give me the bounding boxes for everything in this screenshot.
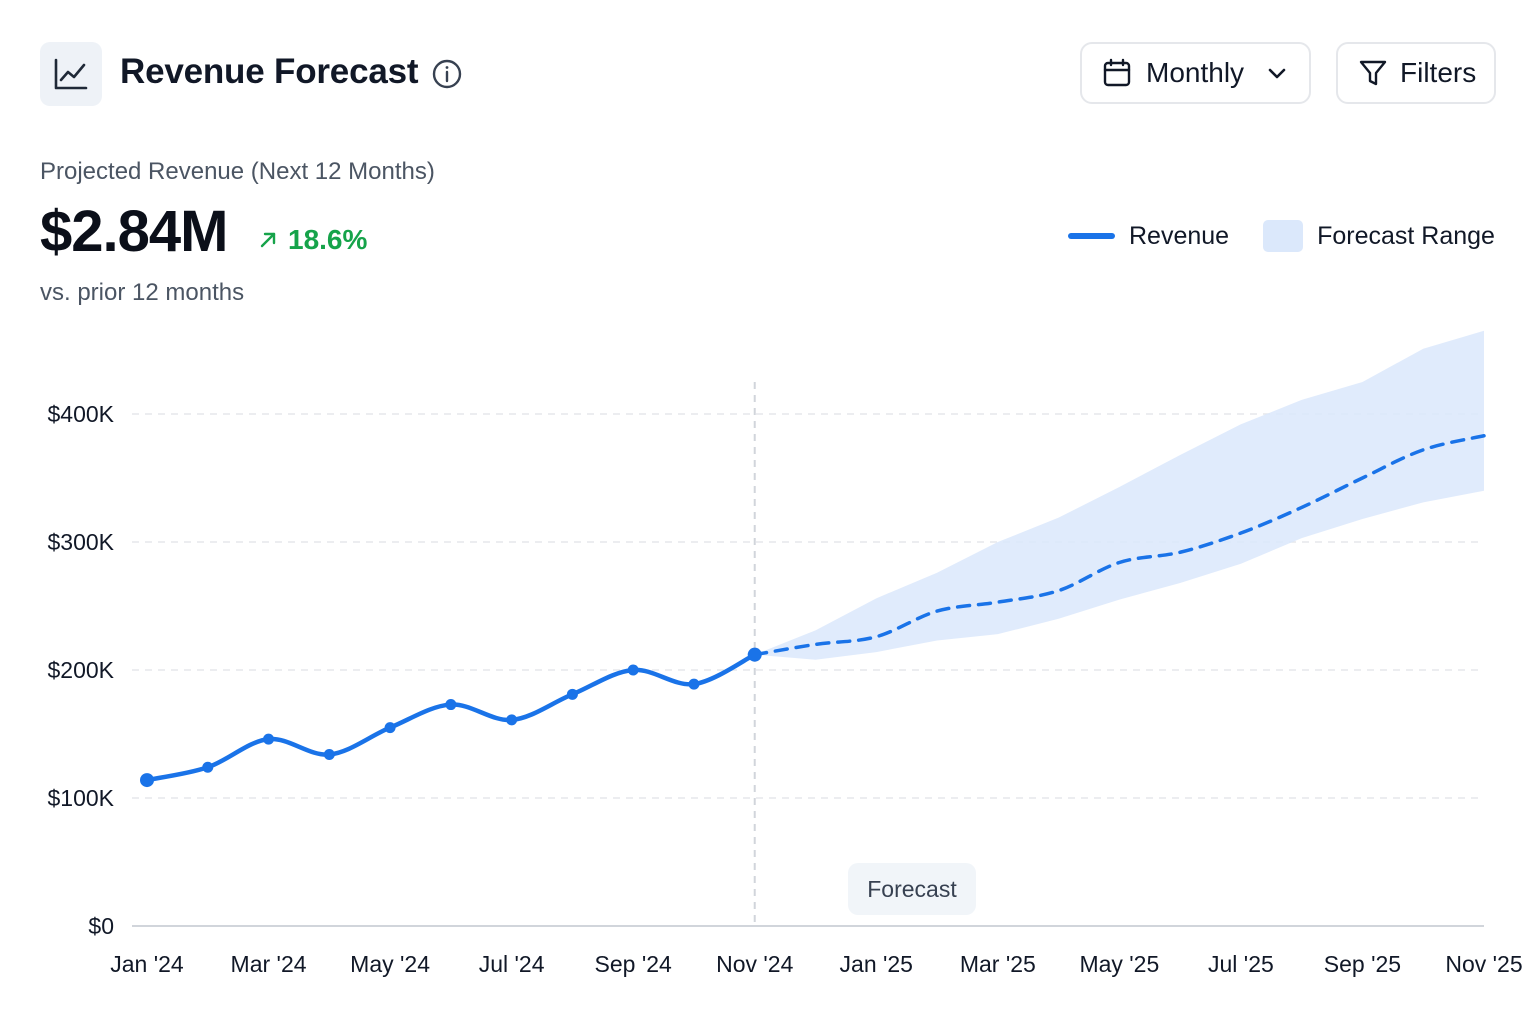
y-tick-label: $100K [47, 785, 114, 811]
legend-forecast-range-label: Forecast Range [1317, 221, 1495, 250]
chevron-down-icon [1266, 62, 1288, 84]
period-select-label: Monthly [1146, 57, 1245, 88]
arrow-up-right-icon [258, 230, 278, 250]
forecast-range-band [754, 330, 1484, 660]
revenue-point [202, 761, 214, 773]
revenue-point [445, 699, 457, 711]
calendar-icon [1102, 58, 1132, 88]
x-tick-label: Jul '25 [1208, 951, 1274, 977]
x-tick-label: Jan '25 [840, 951, 913, 977]
filter-icon [1358, 58, 1388, 88]
x-tick-label: Sep '24 [595, 951, 672, 977]
x-tick-label: May '24 [350, 951, 430, 977]
kpi-comparison: vs. prior 12 months [40, 279, 245, 306]
kpi-label: Projected Revenue (Next 12 Months) [40, 158, 435, 185]
revenue-point [384, 722, 396, 734]
legend-revenue-swatch [1068, 233, 1115, 239]
revenue-point [566, 688, 578, 700]
revenue-point [506, 714, 518, 726]
revenue-point [688, 678, 700, 690]
filters-button[interactable]: Filters [1336, 42, 1496, 104]
x-tick-label: Jul '24 [479, 951, 545, 977]
x-tick-label: May '25 [1079, 951, 1159, 977]
logo-badge [40, 42, 102, 106]
y-tick-label: $300K [47, 529, 114, 555]
kpi-change-value: 18.6% [288, 224, 368, 255]
revenue-point [263, 733, 275, 745]
revenue-line [144, 652, 757, 783]
info-icon [431, 58, 463, 90]
x-tick-label: Nov '24 [716, 951, 793, 977]
legend-revenue-label: Revenue [1129, 221, 1230, 250]
chart-legend: Revenue Forecast Range [1068, 219, 1495, 253]
period-select[interactable]: Monthly [1080, 42, 1311, 104]
x-tick-label: Sep '25 [1324, 951, 1401, 977]
page-title: Revenue Forecast [120, 52, 419, 91]
legend-forecast-range-swatch [1263, 220, 1304, 252]
x-tick-label: Mar '25 [960, 951, 1036, 977]
y-tick-label: $200K [47, 657, 114, 683]
x-tick-label: Nov '25 [1445, 951, 1522, 977]
y-tick-label: $400K [47, 401, 114, 427]
revenue-point [747, 647, 762, 662]
kpi-change: 18.6% [258, 224, 367, 256]
revenue-point [627, 664, 639, 676]
info-button[interactable] [431, 58, 463, 90]
forecast-start-badge: Forecast [848, 863, 976, 915]
forecast-line [752, 434, 1486, 657]
filters-button-label: Filters [1400, 57, 1477, 88]
revenue-point [323, 748, 335, 760]
line-chart-icon [53, 57, 89, 91]
y-tick-label: $0 [88, 913, 114, 939]
kpi-value: $2.84M [40, 199, 228, 264]
x-tick-label: Mar '24 [231, 951, 307, 977]
revenue-point [140, 773, 154, 788]
x-tick-label: Jan '24 [110, 951, 184, 977]
